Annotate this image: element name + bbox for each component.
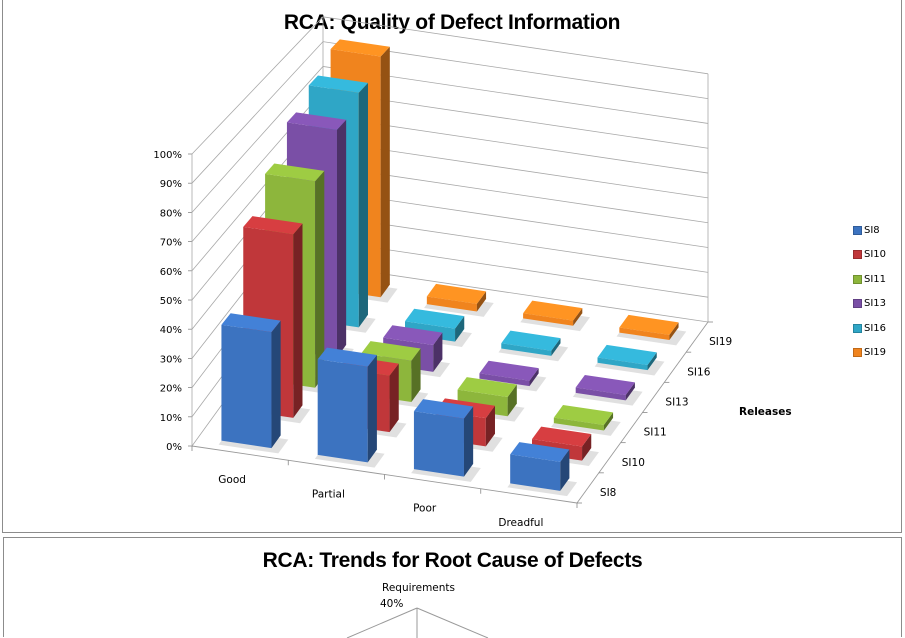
legend-swatch — [853, 274, 862, 284]
releases-axis-title: Releases — [739, 406, 792, 418]
svg-text:50%: 50% — [160, 296, 182, 307]
radar-tick-label: 40% — [380, 598, 404, 610]
bar-SI19-Dreadful — [616, 314, 687, 346]
bar-SI13-Poor — [476, 360, 547, 392]
svg-text:80%: 80% — [160, 208, 182, 219]
3d-column-plot-area: 0% 10% 20% 30% 40% 50% 60% 70% 80% 90% 100% Good Par… — [153, 16, 732, 529]
bar-SI8-Poor — [411, 399, 481, 482]
legend-item-si10: SI10 — [853, 243, 886, 268]
legend-swatch — [853, 348, 862, 358]
svg-text:10%: 10% — [160, 413, 182, 424]
bar-SI19-Partial — [424, 283, 494, 317]
legend-swatch — [853, 299, 862, 309]
radar-axis-label: Requirements — [382, 582, 455, 594]
legend-item-si16: SI16 — [853, 316, 886, 341]
svg-text:Partial: Partial — [312, 488, 345, 500]
chart-panel-defect-quality: RCA: Quality of Defect Information 0% 10%… — [2, 0, 902, 533]
svg-text:30%: 30% — [160, 354, 182, 365]
bar-SI16-Poor — [498, 330, 569, 362]
svg-text:Dreadful: Dreadful — [498, 517, 543, 529]
legend-swatch — [853, 323, 862, 333]
legend: SI8 SI10 SI11 SI13 SI16 SI19 — [853, 218, 886, 365]
svg-text:Poor: Poor — [413, 503, 437, 515]
legend-item-si19: SI19 — [853, 341, 886, 366]
svg-text:20%: 20% — [160, 384, 182, 395]
svg-text:SI16: SI16 — [687, 366, 710, 378]
bar-SI19-Poor — [520, 300, 591, 332]
svg-text:SI10: SI10 — [622, 457, 645, 469]
bar-SI13-Dreadful — [572, 374, 643, 406]
svg-text:0%: 0% — [166, 442, 182, 453]
legend-item-si11: SI11 — [853, 267, 886, 292]
radar-plot-area — [346, 607, 489, 638]
legend-item-si8: SI8 — [853, 218, 886, 243]
axis-labels: 0% 10% 20% 30% 40% 50% 60% 70% 80% 90% 100% Good Par… — [153, 150, 732, 529]
legend-swatch — [853, 225, 862, 235]
bar-SI8-Good — [218, 313, 289, 454]
svg-text:70%: 70% — [160, 238, 182, 249]
bar-SI16-Dreadful — [594, 344, 665, 376]
chart-bars — [218, 39, 687, 497]
svg-text:SI13: SI13 — [665, 396, 688, 408]
svg-text:SI11: SI11 — [644, 427, 667, 439]
chart-title: RCA: Quality of Defect Information — [283, 11, 621, 34]
bar-SI8-Dreadful — [507, 442, 578, 497]
svg-text:40%: 40% — [160, 325, 182, 336]
svg-text:SI8: SI8 — [600, 487, 616, 499]
svg-text:Good: Good — [218, 474, 246, 486]
legend-item-si13: SI13 — [853, 292, 886, 317]
chart-title: RCA: Trends for Root Cause of Defects — [262, 549, 643, 572]
svg-text:60%: 60% — [160, 267, 182, 278]
chart-panel-root-cause-trends: RCA: Trends for Root Cause of Defects Re… — [3, 537, 902, 638]
bar-SI11-Dreadful — [551, 404, 621, 436]
legend-swatch — [853, 250, 862, 260]
svg-text:100%: 100% — [153, 150, 182, 161]
svg-text:90%: 90% — [160, 179, 182, 190]
bar-SI8-Partial — [314, 347, 385, 468]
svg-text:SI19: SI19 — [709, 336, 732, 348]
